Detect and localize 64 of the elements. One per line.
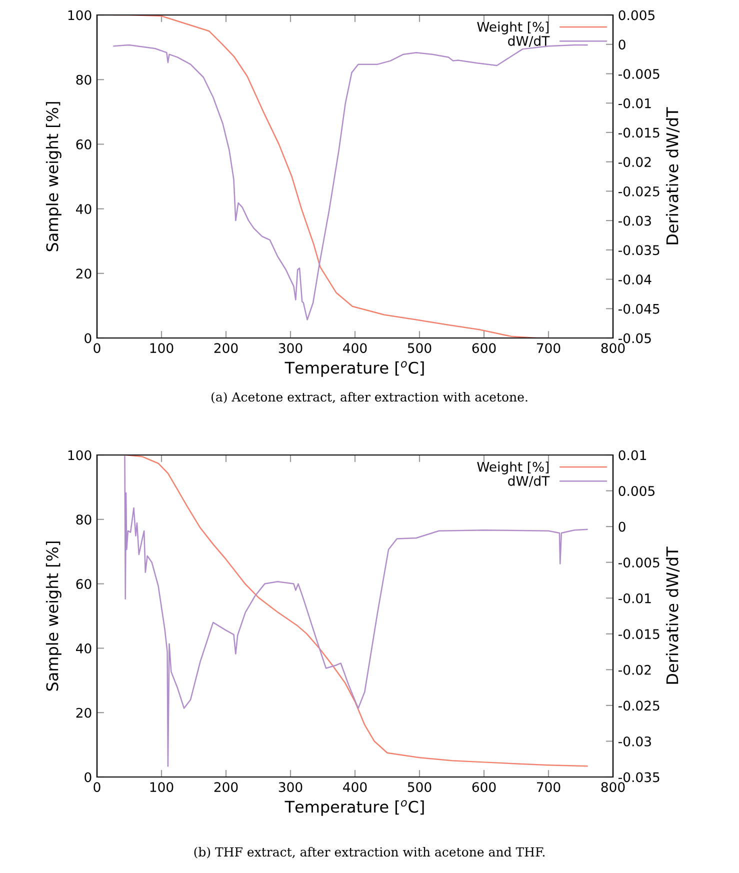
- y2-tick-label: -0.025: [618, 700, 660, 711]
- x-tick-label: 0: [94, 782, 100, 792]
- x-tick-label: 100: [150, 782, 174, 792]
- y-tick-label: 60: [76, 139, 92, 150]
- y2-tick-label: 0.005: [618, 486, 654, 496]
- y2-tick-label: -0.045: [618, 304, 660, 314]
- y2-tick-label: 0.005: [618, 10, 654, 20]
- y2-tick-label: -0.02: [618, 664, 651, 675]
- x-tick-label: 100: [150, 343, 174, 354]
- x-tick-label: 300: [278, 782, 302, 792]
- y-tick-label: 40: [76, 204, 92, 214]
- legend-label: dW/dT: [508, 36, 550, 47]
- y2-tick-label: 0: [618, 522, 626, 532]
- x-tick-label: 400: [343, 343, 367, 354]
- y2-axis-title: Derivative dW/dT: [666, 546, 680, 684]
- x-tick-label: 800: [601, 343, 625, 354]
- y2-tick-label: -0.035: [618, 772, 660, 782]
- x-tick-label: 700: [536, 343, 560, 354]
- text: (a) Acetone extract, after extraction with acetone.: [212, 392, 528, 404]
- x-tick-label: 200: [214, 782, 238, 792]
- y2-tick-label: -0.015: [618, 629, 660, 640]
- y2-tick-label: -0.005: [618, 68, 660, 79]
- legend-label: Weight [%]: [477, 462, 549, 474]
- text: (b) THF extract, after extraction with acetone and THF.: [194, 846, 545, 858]
- y-tick-label: 20: [76, 708, 92, 718]
- y2-tick-label: -0.02: [618, 157, 651, 168]
- x-axis-title: Temperature [$^{o}$C]: [284, 800, 424, 816]
- y-tick-label: 0: [84, 772, 92, 782]
- x-axis-title: Temperature [$^{o}$C]: [284, 361, 424, 377]
- y2-tick-label: -0.01: [618, 98, 651, 108]
- x-tick-label: 600: [472, 343, 496, 354]
- x-tick-label: 300: [278, 343, 302, 354]
- x-tick-label: 600: [472, 782, 496, 792]
- y-axis-title: Sample weight [%]: [46, 542, 62, 691]
- x-tick-label: 700: [536, 782, 560, 792]
- legend-label: Weight [%]: [477, 22, 549, 34]
- y2-axis-title: Derivative dW/dT: [666, 107, 680, 244]
- y2-tick-label: 0.01: [618, 450, 646, 460]
- y-tick-label: 0: [84, 333, 92, 344]
- y2-tick-label: -0.04: [618, 274, 652, 284]
- y2-tick-label: -0.03: [618, 216, 651, 226]
- x-tick-label: 500: [408, 343, 432, 354]
- y2-tick-label: -0.035: [618, 245, 660, 256]
- y-tick-label: 80: [76, 514, 92, 525]
- y-tick-label: 60: [76, 579, 92, 589]
- y-tick-label: 20: [76, 268, 92, 279]
- x-tick-label: 800: [601, 782, 625, 792]
- y-tick-label: 100: [68, 10, 92, 20]
- x-tick-label: 200: [214, 343, 238, 354]
- x-tick-label: 0: [94, 343, 100, 354]
- x-tick-label: 500: [408, 782, 432, 792]
- y2-tick-label: -0.025: [618, 186, 660, 196]
- x-tick-label: 400: [343, 782, 367, 792]
- y-axis-title: Sample weight [%]: [46, 102, 62, 252]
- y2-tick-label: -0.03: [618, 736, 651, 746]
- y-tick-label: 80: [76, 74, 92, 85]
- y2-tick-label: 0: [618, 40, 626, 50]
- y-tick-label: 100: [68, 450, 92, 460]
- y2-tick-label: -0.015: [618, 128, 660, 138]
- y-tick-label: 40: [76, 643, 92, 654]
- legend-label: dW/dT: [508, 476, 550, 487]
- y2-tick-label: -0.05: [618, 333, 651, 344]
- y2-tick-label: -0.01: [618, 593, 651, 604]
- y2-tick-label: -0.005: [618, 558, 660, 568]
